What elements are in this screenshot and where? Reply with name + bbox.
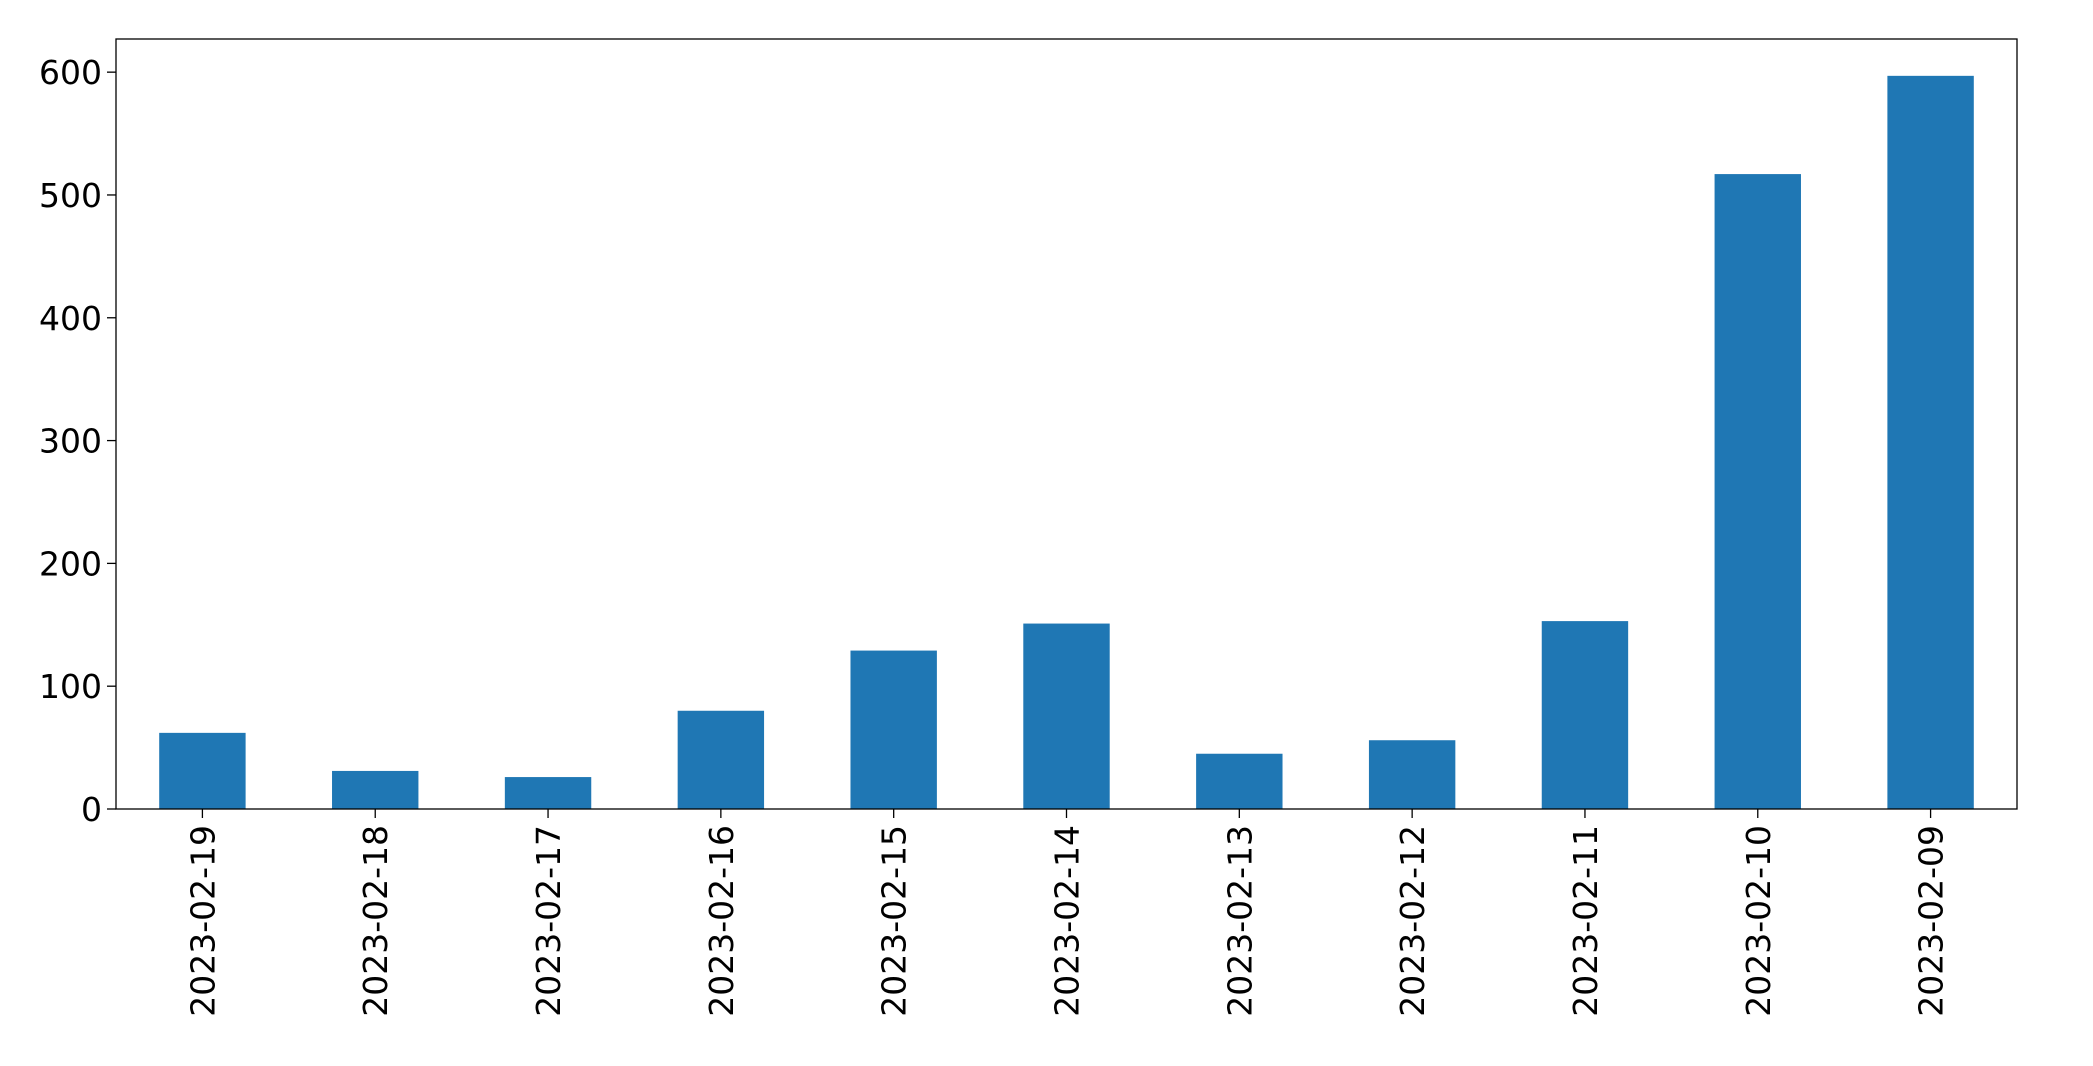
x-tick-label: 2023-02-09 (1912, 825, 1951, 1017)
y-tick-label: 500 (39, 176, 102, 215)
bar-2023-02-11 (1541, 621, 1629, 809)
y-tick-label: 300 (39, 422, 102, 461)
bar-2023-02-13 (1196, 753, 1283, 809)
bar-2023-02-14 (1023, 623, 1110, 809)
bar-2023-02-17 (504, 777, 592, 809)
bar-2023-02-12 (1368, 740, 1456, 809)
x-tick-label: 2023-02-10 (1739, 825, 1778, 1017)
plot-frame (115, 38, 2018, 810)
y-tick-label: 100 (39, 667, 102, 706)
bar-2023-02-10 (1714, 174, 1801, 810)
x-tick-label: 2023-02-11 (1566, 825, 1605, 1017)
x-tick-label: 2023-02-12 (1393, 825, 1432, 1017)
x-tick-label: 2023-02-17 (529, 825, 568, 1017)
x-tick-label: 2023-02-15 (875, 825, 914, 1017)
x-tick-label: 2023-02-18 (356, 825, 395, 1017)
x-tick-label: 2023-02-16 (702, 825, 741, 1017)
bar-2023-02-15 (850, 650, 937, 809)
bars-group (159, 75, 1974, 810)
bar-2023-02-18 (332, 770, 419, 809)
bar-2023-02-16 (677, 710, 765, 809)
x-tick-label: 2023-02-13 (1220, 825, 1259, 1017)
x-tick-label: 2023-02-14 (1048, 825, 1087, 1017)
bar-2023-02-19 (159, 732, 246, 809)
y-tick-label: 200 (39, 544, 102, 583)
x-axis: 2023-02-19 2023-02-18 2023-02-17 2023-02-16… (183, 809, 1951, 1017)
y-tick-label: 0 (81, 790, 102, 829)
y-tick-label: 600 (39, 53, 102, 92)
x-tick-label: 2023-02-19 (183, 825, 222, 1017)
bar-2023-02-09 (1887, 75, 1974, 809)
y-axis: 0 100 200 300 400 500 600 (39, 53, 116, 829)
y-tick-label: 400 (39, 299, 102, 338)
